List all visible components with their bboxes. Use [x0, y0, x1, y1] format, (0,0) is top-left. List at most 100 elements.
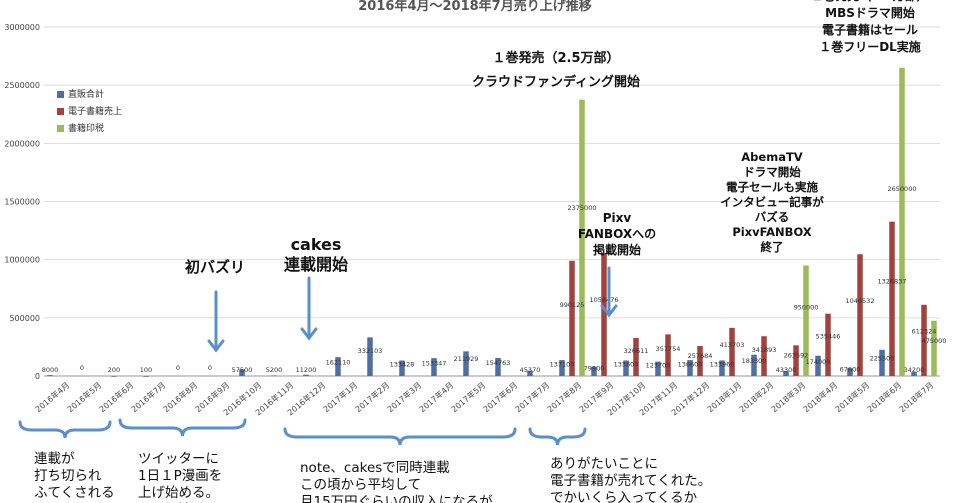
- bar-直販合計: [271, 375, 277, 377]
- data-label: 133600: [614, 361, 639, 369]
- bar-直販合計: [431, 358, 437, 376]
- x-tick-label: 2016年8月: [161, 380, 199, 414]
- note-text: 月15万円ぐらいの収入になるが: [300, 494, 493, 503]
- data-labels: 8000 0 200 100 0 0 57500 5200 11200 162110 332103 1…: [42, 185, 947, 374]
- bar-直販合計: [591, 366, 597, 376]
- period-notes: 連載が打ち切られふてくされる日々ツイッターに1日１P漫画を上げ始める。スベり続け…: [34, 451, 711, 503]
- data-label: 413703: [720, 341, 745, 349]
- bar-直販合計: [559, 360, 565, 376]
- y-tick-label: 0: [35, 372, 40, 381]
- note-text: この頃から平均して: [300, 477, 421, 493]
- y-tick-label: 2000000: [4, 139, 40, 148]
- x-tick-label: 2016年4月: [33, 380, 71, 414]
- bar-直販合計: [47, 375, 53, 376]
- data-label: 100: [140, 366, 152, 374]
- bar-直販合計: [847, 368, 853, 376]
- x-tick-label: 2016年7月: [129, 380, 167, 414]
- bar-書籍印税: [579, 99, 585, 376]
- bar-電子書籍売上: [729, 327, 735, 376]
- bar-直販合計: [495, 357, 501, 376]
- arrow-head: [207, 339, 225, 353]
- annotation-text: cakes: [291, 235, 342, 254]
- data-label: 137100: [550, 360, 575, 368]
- data-label: 341893: [752, 346, 777, 354]
- data-label: 950000: [794, 304, 819, 312]
- bar-電子書籍売上: [793, 345, 799, 376]
- data-label: 45370: [520, 366, 541, 374]
- x-tick-label: 2018年7月: [897, 380, 935, 414]
- bar-電子書籍売上: [697, 346, 703, 376]
- data-label: 154763: [486, 359, 511, 367]
- x-tick-label: 2017年2月: [353, 380, 391, 414]
- legend-label: 直販合計: [68, 88, 104, 100]
- data-label: 257684: [688, 352, 713, 360]
- y-tick-label: 1500000: [4, 198, 40, 207]
- annotation-text: FANBOXへの: [578, 227, 656, 241]
- x-tick-label: 2017年5月: [449, 380, 487, 414]
- data-label: 2375000: [568, 204, 597, 212]
- annotation-text: ドラマ開始: [743, 165, 801, 179]
- arrow-head: [600, 304, 618, 318]
- x-tick-label: 2017年1月: [321, 380, 359, 414]
- annotation-text: １巻フリーDL実施: [819, 39, 921, 54]
- bar-電子書籍売上: [857, 254, 863, 376]
- bar-直販合計: [655, 361, 661, 376]
- bar-直販合計: [815, 355, 821, 376]
- data-label: 5200: [266, 366, 283, 374]
- bar-電子書籍売上: [761, 336, 767, 376]
- bar-直販合計: [751, 354, 757, 376]
- x-axis: 2016年4月2016年5月2016年6月2016年7月2016年8月2016年…: [33, 380, 935, 418]
- y-tick-label: 2500000: [4, 81, 40, 90]
- y-tick-label: 3000000: [4, 23, 40, 32]
- bar-直販合計: [911, 372, 917, 376]
- annotation-text: バズる: [755, 210, 790, 224]
- data-label: 990125: [560, 301, 585, 309]
- note-text: 上げ始める。: [138, 485, 219, 501]
- data-label: 0: [80, 364, 84, 372]
- bar-電子書籍売上: [665, 334, 671, 376]
- bars: [47, 67, 937, 377]
- data-label: 0: [176, 364, 180, 372]
- y-tick-label: 1000000: [4, 256, 40, 265]
- data-label: 475000: [922, 337, 947, 345]
- data-label: 357754: [656, 345, 681, 353]
- data-label: 1058476: [590, 296, 619, 304]
- annotation-text: MBSドラマ開始: [825, 5, 915, 20]
- x-tick-label: 2017年4月: [417, 380, 455, 414]
- note-text: 1日１P漫画を: [138, 468, 222, 484]
- bar-直販合計: [335, 357, 341, 376]
- legend-swatch: [57, 91, 64, 98]
- data-label: 34200: [904, 366, 925, 374]
- period-brace: [528, 427, 587, 446]
- period-brace: [283, 427, 517, 446]
- bar-電子書籍売上: [633, 338, 639, 376]
- note-text: でかいくら入ってくるか: [550, 490, 698, 503]
- bar-電子書籍売上: [921, 304, 927, 376]
- note-text: 電子書籍が売れてくれた。: [550, 472, 711, 489]
- data-label: 1046532: [846, 297, 875, 305]
- bar-直販合計: [719, 360, 725, 376]
- bar-書籍印税: [931, 320, 937, 376]
- annotation-text: インタビュー記事が: [720, 195, 824, 209]
- bar-電子書籍売上: [889, 221, 895, 376]
- x-tick-label: 2017年8月: [545, 380, 583, 414]
- chart-title: 2016年4月〜2018年7月売り上げ推移: [358, 0, 591, 14]
- note-text: ふてくされる: [34, 485, 115, 501]
- gridlines: [44, 26, 940, 377]
- x-tick-label: 2018年1月: [705, 380, 743, 414]
- annotation-arrows: [207, 266, 618, 353]
- legend-label: 電子書籍売上: [68, 105, 122, 117]
- data-label: 133960: [710, 361, 735, 369]
- x-tick-label: 2017年7月: [513, 380, 551, 414]
- x-tick-label: 2017年3月: [385, 380, 423, 414]
- data-label: 612324: [912, 327, 937, 335]
- bar-直販合計: [687, 360, 693, 376]
- data-label: 0: [208, 364, 212, 372]
- bar-直販合計: [879, 349, 885, 376]
- bar-直販合計: [527, 370, 533, 376]
- bar-直販合計: [303, 374, 309, 376]
- data-label: 332103: [358, 347, 383, 355]
- bar-電子書籍売上: [569, 260, 575, 376]
- annotation-text: 初バズリ: [185, 258, 245, 276]
- data-label: 200: [108, 366, 120, 374]
